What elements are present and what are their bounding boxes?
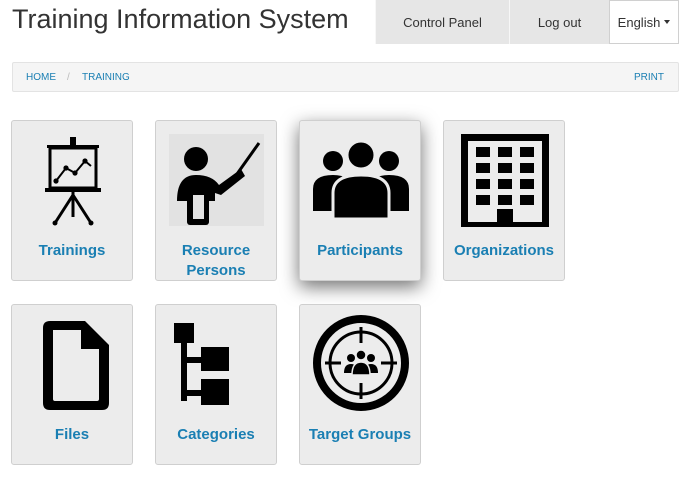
breadcrumb-separator: / bbox=[67, 72, 70, 83]
building-icon bbox=[461, 134, 549, 227]
tile-organizations[interactable]: Organizations bbox=[443, 120, 565, 281]
tile-resource-persons[interactable]: Resource Persons bbox=[155, 120, 277, 281]
breadcrumb: HOME / TRAINING PRINT bbox=[12, 62, 679, 92]
tile-label: Resource Persons bbox=[181, 242, 251, 279]
tile-label: Categories bbox=[177, 426, 255, 443]
control-panel-button[interactable]: Control Panel bbox=[375, 0, 509, 44]
breadcrumb-training-link[interactable]: TRAINING bbox=[82, 72, 130, 83]
hierarchy-icon bbox=[174, 323, 229, 405]
breadcrumb-home-link[interactable]: HOME bbox=[26, 72, 56, 83]
language-label: English bbox=[617, 14, 661, 30]
tile-label: Organizations bbox=[453, 242, 554, 259]
app-title: Training Information System bbox=[12, 4, 349, 34]
tile-label: Files bbox=[54, 426, 90, 443]
tile-label: Target Groups bbox=[308, 426, 412, 443]
tile-files[interactable]: Files bbox=[11, 304, 133, 465]
presentation-chart-icon bbox=[45, 137, 101, 226]
logout-button[interactable]: Log out bbox=[509, 0, 609, 44]
tile-trainings[interactable]: Trainings bbox=[11, 120, 133, 281]
presenter-icon bbox=[169, 134, 264, 226]
tile-target-groups[interactable]: Target Groups bbox=[299, 304, 421, 465]
print-link[interactable]: PRINT bbox=[634, 72, 664, 83]
top-nav: Control Panel Log out English bbox=[375, 0, 679, 44]
tile-label: Trainings bbox=[38, 242, 106, 259]
file-icon bbox=[43, 321, 109, 410]
caret-down-icon bbox=[664, 20, 671, 24]
tile-label: Participants bbox=[317, 242, 403, 259]
tile-categories[interactable]: Categories bbox=[155, 304, 277, 465]
people-group-icon bbox=[313, 139, 409, 221]
language-dropdown[interactable]: English bbox=[609, 0, 679, 44]
tile-participants[interactable]: Participants bbox=[299, 120, 421, 281]
target-group-icon bbox=[313, 315, 409, 411]
